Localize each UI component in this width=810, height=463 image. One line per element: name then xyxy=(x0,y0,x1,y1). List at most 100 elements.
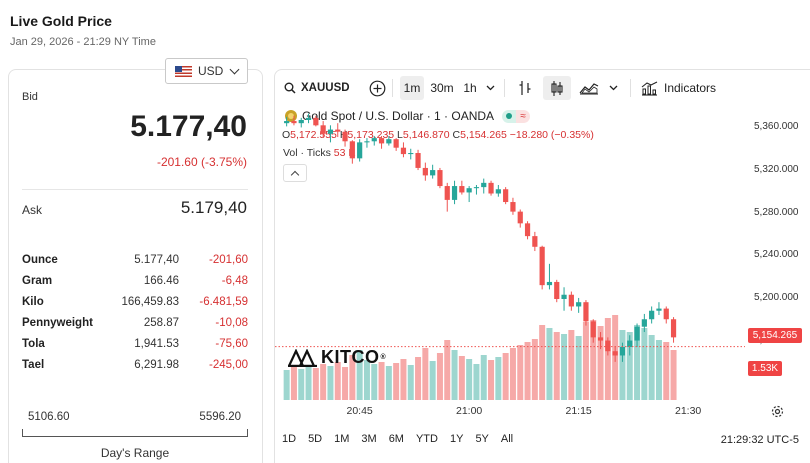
candle-body xyxy=(663,308,669,320)
candle-body xyxy=(605,340,611,352)
area-chart-type-button[interactable] xyxy=(577,76,601,100)
volume-bar xyxy=(561,334,568,400)
range-button-all[interactable]: All xyxy=(500,433,514,445)
plus-circle-icon xyxy=(369,80,385,96)
indicators-button[interactable]: Indicators xyxy=(641,76,716,100)
gear-icon[interactable] xyxy=(771,405,784,418)
interval-1m-button[interactable]: 1m xyxy=(400,76,424,100)
range-button-5d[interactable]: 5D xyxy=(308,433,323,445)
unit-row-pennyweight: Pennyweight 258.87 -10,08 xyxy=(22,317,248,335)
candle-body xyxy=(488,182,494,194)
candle-body xyxy=(313,117,319,126)
ohlc-o-label: O xyxy=(282,129,291,141)
bar-replay-button[interactable] xyxy=(515,76,535,100)
candle-body xyxy=(656,308,662,311)
candle-body xyxy=(451,186,458,200)
day-range-label: Day's Range xyxy=(100,446,170,460)
currency-select[interactable]: USD xyxy=(165,58,248,84)
range-button-1y[interactable]: 1Y xyxy=(449,433,464,445)
volume-bar xyxy=(473,364,480,400)
unit-price: 5.177,40 xyxy=(134,254,179,266)
candle-body xyxy=(357,142,363,159)
volume-bar xyxy=(415,357,422,400)
unit-name: Kilo xyxy=(22,296,44,308)
volume-bar xyxy=(634,325,641,400)
unit-name: Ounce xyxy=(22,254,58,266)
delayed-data-icon: ≈ xyxy=(516,109,531,123)
volume-bar xyxy=(575,336,582,400)
unit-change: -6.481,59 xyxy=(199,296,248,308)
volume-bar xyxy=(582,322,589,400)
range-button-1d[interactable]: 1D xyxy=(282,433,297,445)
range-button-1m[interactable]: 1M xyxy=(334,433,350,445)
candle-body xyxy=(305,117,312,120)
candle-body xyxy=(546,281,553,286)
range-button-ytd[interactable]: YTD xyxy=(415,433,438,445)
candle-body xyxy=(364,141,370,143)
interval-dropdown-button[interactable] xyxy=(485,76,495,100)
compare-add-button[interactable] xyxy=(367,76,387,100)
volume-bar xyxy=(451,350,458,400)
candle-body xyxy=(532,236,538,247)
range-button-6m[interactable]: 6M xyxy=(388,433,404,445)
candle-body xyxy=(583,302,589,322)
interval-30m-button[interactable]: 30m xyxy=(430,81,454,95)
volume-bar xyxy=(342,367,349,400)
volume-bar xyxy=(422,348,429,400)
volume-bar xyxy=(670,350,677,400)
volume-bar xyxy=(385,366,392,400)
volume-bar xyxy=(553,332,560,400)
volume-bar xyxy=(436,353,443,400)
unit-change: -245,00 xyxy=(208,359,248,371)
candle-body xyxy=(539,246,545,286)
indicators-label: Indicators xyxy=(664,81,717,95)
candle-body xyxy=(466,188,472,193)
volume-bar xyxy=(290,367,297,400)
volume-bar xyxy=(539,325,546,400)
candle-body xyxy=(327,129,334,134)
chart-type-dropdown-button[interactable] xyxy=(608,76,618,100)
volume-bar xyxy=(378,362,385,400)
kitco-logo-icon xyxy=(288,348,317,367)
day-range-bar xyxy=(22,429,248,437)
interval-1h-button[interactable]: 1h xyxy=(463,81,477,95)
volume-bar xyxy=(466,359,473,400)
candle-body xyxy=(415,153,421,168)
range-button-3m[interactable]: 3M xyxy=(361,433,377,445)
chart-clock[interactable]: 21:29:32 UTC-5 xyxy=(720,434,799,446)
volume-bar xyxy=(349,355,356,400)
candlestick-icon xyxy=(551,80,563,96)
candle-body xyxy=(612,351,618,356)
range-button-5y[interactable]: 5Y xyxy=(475,433,489,445)
candle-body xyxy=(335,129,341,132)
price-axis-tick: 5,360.000 xyxy=(754,121,799,133)
ohlc-change: −18.280 (−0.35%) xyxy=(509,129,594,141)
day-range-high: 5596.20 xyxy=(199,411,241,423)
unit-row-tola: Tola 1,941.53 -75,60 xyxy=(22,338,248,356)
unit-price: 1,941.53 xyxy=(134,338,179,350)
unit-name: Tael xyxy=(22,359,45,371)
last-price-label: 5,154.265 xyxy=(748,328,802,343)
time-axis-tick: 20:45 xyxy=(346,405,373,417)
chevron-down-icon xyxy=(229,64,240,75)
candles-chart-type-button[interactable] xyxy=(543,76,571,100)
candle-body xyxy=(481,182,487,188)
volume-bar xyxy=(371,364,378,400)
ohlc-close: 5,154.265 xyxy=(460,129,507,141)
time-axis-tick: 21:30 xyxy=(675,405,702,417)
ohlc-low: 5,146.870 xyxy=(402,129,450,141)
market-status-pill: ≈ xyxy=(502,109,531,123)
volume-bar xyxy=(488,360,495,400)
candle-body xyxy=(517,211,523,224)
volume-bar xyxy=(648,335,655,400)
volume-bar xyxy=(320,364,327,400)
legend-collapse-button[interactable] xyxy=(283,164,307,182)
symbol-label: XAUUSD xyxy=(301,82,350,94)
candlestick-chart[interactable] xyxy=(275,104,745,400)
volume-bar xyxy=(502,353,509,400)
candle-body xyxy=(342,131,348,142)
symbol-search-button[interactable]: XAUUSD xyxy=(284,76,350,100)
us-flag-icon xyxy=(175,65,192,77)
bars-icon xyxy=(519,81,531,95)
volume-bar xyxy=(407,365,414,400)
